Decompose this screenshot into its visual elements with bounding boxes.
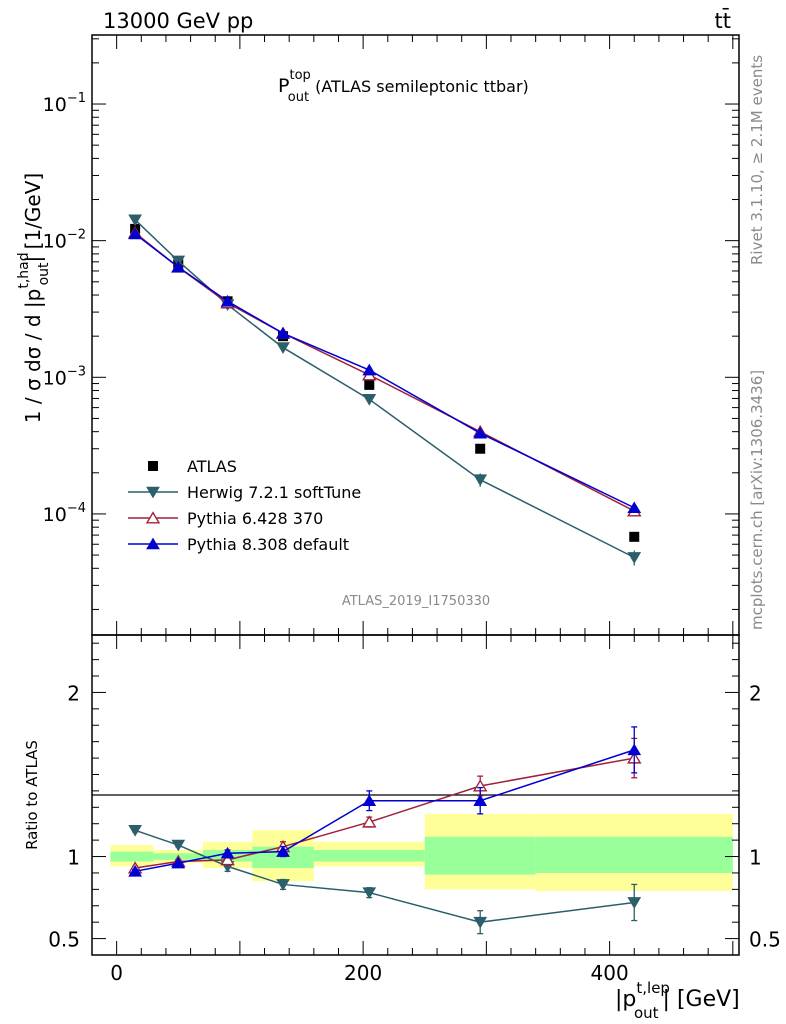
ratio-band-inner xyxy=(535,836,733,873)
rivet-label: Rivet 3.1.10, ≥ 2.1M events xyxy=(748,55,766,265)
ratio-band-inner xyxy=(313,849,425,862)
main-ylabel: 1 / σ dσ / d |pt,had out| [1/GeV] xyxy=(16,173,52,423)
ratio-panel: 0.5 0.5 1 1 2 2 0 200 400 Ratio to ATLAS |pt,lep… xyxy=(23,634,781,1022)
herwig-7-2-1-softtune-ratio-point xyxy=(171,839,186,852)
legend-label: Pythia 6.428 370 xyxy=(187,509,323,528)
atlas-point xyxy=(364,379,375,390)
ratio-frame xyxy=(91,634,740,956)
main-panel: 10−110−210−310−4 Ptop out(ATLAS semilepto… xyxy=(16,34,740,636)
ratio-ytick-label: 2 xyxy=(67,681,80,705)
legend-marker xyxy=(148,461,158,471)
xlabel-sup: t,lep xyxy=(636,979,670,997)
ylabel-a: 1 / σ dσ / d |p xyxy=(21,289,45,424)
xtick-label: 200 xyxy=(344,961,382,985)
ytick-exponent: −3 xyxy=(67,364,86,379)
ratio-band-inner xyxy=(110,851,154,862)
pythia-8-308-default-point xyxy=(473,426,488,439)
ytick-base: 10 xyxy=(43,231,67,253)
pythia-8-308-default-point xyxy=(220,294,235,307)
legend-label: ATLAS xyxy=(187,457,237,476)
ratio-ticks: 0.5 0.5 1 1 2 2 0 200 400 xyxy=(48,635,781,985)
legend-entry-pythia-6-428-370: Pythia 6.428 370 xyxy=(128,509,323,528)
legend-entry-atlas: ATLAS xyxy=(148,457,237,476)
title-sub: out xyxy=(288,90,309,105)
energy-label: 13000 GeV pp xyxy=(103,9,253,33)
herwig-7-2-1-softtune-point xyxy=(128,214,143,227)
ytick-exponent: −2 xyxy=(67,228,86,243)
atlas-point xyxy=(629,531,640,542)
xtick-label: 0 xyxy=(110,961,123,985)
herwig-7-2-1-softtune-ratio-point xyxy=(473,916,488,929)
herwig-7-2-1-softtune-ratio-point xyxy=(362,887,377,900)
atlas-point xyxy=(475,443,486,454)
pythia-6-428-370-ratio-point xyxy=(362,815,377,828)
legend-label: Pythia 8.308 default xyxy=(187,535,349,554)
main-ytick-label: 10−3 xyxy=(43,364,86,389)
ratio-ytick-label-right: 0.5 xyxy=(749,928,781,952)
legend-marker xyxy=(146,486,160,499)
pythia-8-308-default-ratio-point xyxy=(276,845,290,857)
main-ticks: 10−110−210−310−4 xyxy=(43,35,739,635)
analysis-watermark: ATLAS_2019_I1750330 xyxy=(342,594,490,609)
pythia-8-308-default-ratio-point xyxy=(220,846,235,859)
ytick-exponent: −1 xyxy=(67,91,86,106)
xlabel-b: | [GeV] xyxy=(663,987,740,1012)
legend-marker xyxy=(146,537,160,550)
pythia-8-308-default-ratio-point xyxy=(627,743,642,756)
title-sup: top xyxy=(289,68,310,83)
herwig-7-2-1-softtune-ratio-point xyxy=(128,824,143,837)
pythia-8-308-default-point xyxy=(171,260,186,273)
pythia-8-308-default-point xyxy=(627,501,642,514)
pythia-8-308-default-ratio-point xyxy=(128,864,143,877)
pythia-6-428-370-ratio-point xyxy=(220,853,235,866)
main-ytick-label: 10−4 xyxy=(43,501,86,526)
x-axis-label: |pt,lep out| [GeV] xyxy=(615,979,740,1022)
ylabel-sup: t,had xyxy=(16,252,32,288)
ylabel-b: | [1/GeV] xyxy=(21,173,45,263)
pythia-8-308-default-ratio-point xyxy=(362,794,377,807)
legend-entry-herwig-7-2-1-softtune: Herwig 7.2.1 softTune xyxy=(128,483,361,502)
herwig-7-2-1-softtune-point xyxy=(276,342,290,354)
ytick-base: 10 xyxy=(43,504,67,526)
pythia-8-308-default-point xyxy=(276,326,290,339)
herwig-7-2-1-softtune-line xyxy=(134,219,635,559)
herwig-7-2-1-softtune-ratio-point xyxy=(627,897,642,909)
ratio-plot-marks xyxy=(127,726,642,935)
main-ytick-label: 10−2 xyxy=(43,228,86,253)
ratio-band-inner xyxy=(424,836,536,875)
title-main: P xyxy=(278,75,289,97)
plot-title: Ptop out (ATLAS semileptonic ttbar) xyxy=(278,68,529,105)
ratio-ytick-label: 0.5 xyxy=(48,928,80,952)
xlabel-a: |p xyxy=(615,987,636,1012)
xtick-label: 400 xyxy=(591,961,629,985)
pythia-8-308-default-ratio-point xyxy=(473,794,488,807)
xlabel-sub: out xyxy=(634,1004,659,1022)
mcplots-label: mcplots.cern.ch [arXiv:1306.3436] xyxy=(748,370,766,630)
ytick-exponent: −4 xyxy=(67,501,86,516)
herwig-7-2-1-softtune-point xyxy=(473,474,488,487)
ratio-ytick-label-right: 2 xyxy=(749,681,762,705)
pythia-8-308-default-point xyxy=(362,363,377,376)
legend: ATLAS Herwig 7.2.1 softTune Pythia 6.428 3… xyxy=(128,457,361,554)
ratio-uncertainty-bands xyxy=(110,813,733,891)
herwig-7-2-1-softtune-ratio-point xyxy=(276,879,290,891)
title-rest: (ATLAS semileptonic ttbar) xyxy=(315,77,529,96)
ratio-ytick-label-right: 1 xyxy=(749,846,762,870)
legend-entry-pythia-8-308-default: Pythia 8.308 default xyxy=(128,535,349,554)
legend-marker xyxy=(145,511,161,524)
pythia-8-308-default-point xyxy=(128,227,143,240)
legend-label: Herwig 7.2.1 softTune xyxy=(187,483,361,502)
ratio-ytick-label: 1 xyxy=(67,846,80,870)
herwig-7-2-1-softtune-point xyxy=(627,552,642,564)
herwig-7-2-1-softtune-point xyxy=(362,394,377,406)
ytick-base: 10 xyxy=(43,94,67,116)
process-label: tt̄ xyxy=(715,8,731,33)
ylabel-sub: out xyxy=(36,262,52,285)
ytick-base: 10 xyxy=(43,367,67,389)
ratio-ylabel: Ratio to ATLAS xyxy=(23,740,41,850)
pythia-8-308-default-ratio-point xyxy=(171,856,186,869)
main-plot-marks xyxy=(127,214,642,566)
main-ytick-label: 10−1 xyxy=(43,91,86,116)
